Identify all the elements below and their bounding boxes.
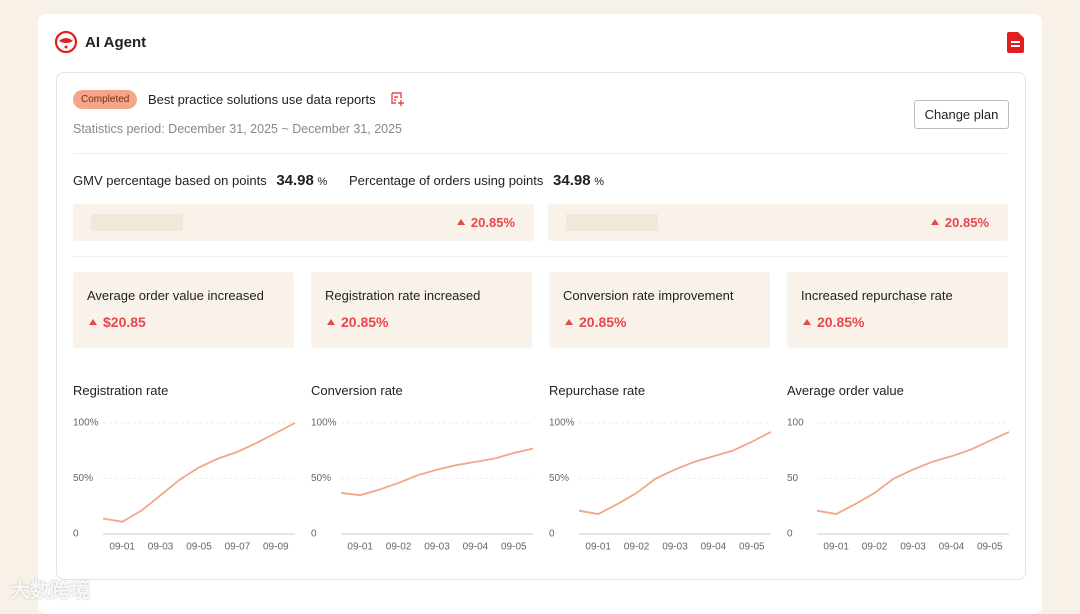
- change-value: 20.85%: [470, 215, 515, 230]
- y-tick-label: 100: [787, 418, 804, 429]
- summary-change: 20.85%: [456, 215, 515, 230]
- chart-title: Conversion rate: [311, 383, 403, 398]
- line-chart: 0 50% 100% 09-01 09-02 09-03 09-04 09-05: [311, 418, 534, 553]
- x-tick-label: 09-02: [862, 542, 888, 553]
- change-value: 20.85%: [944, 215, 989, 230]
- y-tick-label: 50%: [73, 473, 93, 484]
- y-tick-label: 100%: [549, 418, 575, 429]
- summary-value: 34.98: [276, 172, 314, 189]
- metric-number: 20.85%: [579, 314, 627, 330]
- placeholder: [566, 214, 658, 231]
- summary-unit: %: [317, 176, 328, 188]
- x-tick-label: 09-05: [501, 542, 527, 553]
- x-tick-label: 09-03: [900, 542, 926, 553]
- chart-title: Registration rate: [73, 383, 169, 398]
- metric-card: Increased repurchase rate 20.85%: [787, 272, 1008, 348]
- agent-logo: [54, 30, 78, 54]
- chart-title: Repurchase rate: [549, 383, 646, 398]
- metric-value: 20.85%: [565, 314, 626, 330]
- plan-period: Statistics period: December 31, 2025 ~ D…: [73, 122, 403, 136]
- y-tick-label: 0: [311, 529, 317, 540]
- line-series: [102, 422, 296, 523]
- plan-title: Best practice solutions use data reports: [148, 92, 376, 107]
- metric-value: $20.85: [89, 314, 146, 330]
- metric-label: Registration rate increased: [325, 288, 481, 303]
- line-chart: 0 50% 100% 09-01 09-03 09-05 09-07 09-09: [73, 418, 296, 553]
- edit-icon[interactable]: [389, 91, 405, 107]
- y-tick-label: 50: [787, 473, 799, 484]
- metric-value: 20.85%: [327, 314, 388, 330]
- line-series: [816, 431, 1010, 515]
- metric-label: Conversion rate improvement: [563, 288, 734, 303]
- summary-bar: 20.85%: [73, 204, 534, 241]
- metric-card: Registration rate increased 20.85%: [311, 272, 532, 348]
- y-tick-label: 100%: [311, 418, 337, 429]
- metric-number: $20.85: [103, 314, 146, 330]
- report-icon[interactable]: [1006, 32, 1025, 53]
- line-chart: 0 50% 100% 09-01 09-02 09-03 09-04 09-05: [549, 418, 772, 553]
- y-tick-label: 0: [787, 529, 793, 540]
- x-tick-label: 09-03: [662, 542, 688, 553]
- x-tick-label: 09-01: [109, 542, 135, 553]
- divider: [73, 256, 1007, 257]
- x-tick-label: 09-04: [701, 542, 727, 553]
- line-chart: 0 50 100 09-01 09-02 09-03 09-04 09-05: [787, 418, 1010, 553]
- watermark: 大数跨境: [10, 580, 90, 602]
- y-tick-label: 0: [549, 529, 555, 540]
- summary-label: Percentage of orders using points: [349, 173, 544, 188]
- metric-number: 20.85%: [341, 314, 389, 330]
- placeholder: [91, 214, 183, 231]
- x-tick-label: 09-02: [386, 542, 412, 553]
- agent-title: AI Agent: [85, 34, 147, 51]
- metric-number: 20.85%: [817, 314, 865, 330]
- x-tick-label: 09-01: [585, 542, 611, 553]
- metric-label: Increased repurchase rate: [801, 288, 953, 303]
- y-tick-label: 50%: [311, 473, 331, 484]
- divider: [73, 153, 1007, 154]
- x-tick-label: 09-05: [977, 542, 1003, 553]
- y-tick-label: 100%: [73, 418, 99, 429]
- x-tick-label: 09-01: [823, 542, 849, 553]
- line-series: [340, 447, 534, 497]
- metric-value: 20.85%: [803, 314, 864, 330]
- summary-item: Percentage of orders using points 34.98 …: [349, 172, 604, 189]
- status-badge: Completed: [73, 90, 138, 109]
- x-tick-label: 09-03: [148, 542, 174, 553]
- metric-label: Average order value increased: [87, 288, 264, 303]
- x-tick-label: 09-01: [347, 542, 373, 553]
- x-tick-label: 09-02: [624, 542, 650, 553]
- summary-label: GMV percentage based on points: [73, 173, 267, 188]
- report-panel: [56, 72, 1026, 580]
- summary-bar: 20.85%: [548, 204, 1008, 241]
- y-tick-label: 50%: [549, 473, 569, 484]
- change-plan-button[interactable]: Change plan: [914, 100, 1009, 129]
- summary-value: 34.98: [553, 172, 591, 189]
- x-tick-label: 09-04: [463, 542, 489, 553]
- metric-card: Conversion rate improvement 20.85%: [549, 272, 770, 348]
- summary-item: GMV percentage based on points 34.98 %: [73, 172, 327, 189]
- x-tick-label: 09-09: [263, 542, 289, 553]
- chart-title: Average order value: [787, 383, 904, 398]
- metric-card: Average order value increased $20.85: [73, 272, 294, 348]
- y-tick-label: 0: [73, 529, 79, 540]
- x-tick-label: 09-05: [186, 542, 212, 553]
- x-tick-label: 09-05: [739, 542, 765, 553]
- x-tick-label: 09-03: [424, 542, 450, 553]
- summary-unit: %: [594, 176, 604, 188]
- x-tick-label: 09-04: [939, 542, 965, 553]
- line-series: [578, 431, 772, 515]
- x-tick-label: 09-07: [225, 542, 251, 553]
- summary-change: 20.85%: [930, 215, 989, 230]
